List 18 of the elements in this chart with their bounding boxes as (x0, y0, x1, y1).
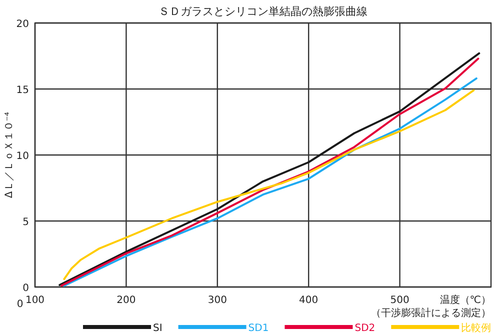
chart-title: ＳＤガラスとシリコン単結晶の熱膨張曲線 (158, 5, 368, 18)
x-tick-label: 400 (299, 295, 318, 306)
x-tick-label: 300 (208, 295, 227, 306)
text: （干渉膨張計による測定） (371, 307, 491, 319)
y-tick-label: 20 (16, 19, 29, 30)
y-tick-label: 15 (16, 85, 29, 96)
x-axis-title: 温度（℃） (440, 294, 491, 306)
x-tick-label: 200 (116, 295, 136, 306)
y-tick-label: 0 (22, 283, 29, 294)
text: SI (153, 323, 162, 334)
x-tick-label: 500 (390, 295, 410, 306)
text: SD2 (354, 323, 376, 334)
y-tick-label: 10 (16, 151, 29, 162)
text: 比較例 (461, 322, 492, 334)
x-tick-label: 100 (25, 295, 45, 306)
y-axis-title: ΔＬ／ＬｏＸ１０⁻⁴ (4, 112, 15, 198)
text: SD1 (248, 323, 269, 334)
y-tick-label: 5 (22, 217, 29, 228)
